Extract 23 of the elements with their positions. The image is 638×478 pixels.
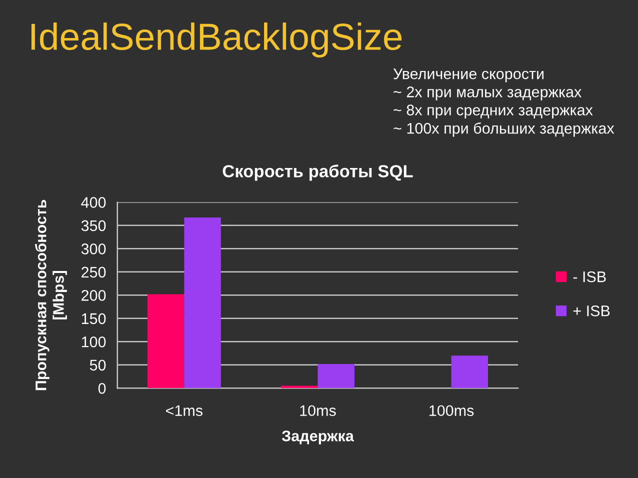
- y-tick-label: 250: [82, 266, 106, 278]
- y-tick-label: 300: [81, 244, 106, 254]
- bar: [451, 356, 488, 388]
- bar: [147, 294, 184, 388]
- x-axis-title: Задержка: [282, 430, 354, 444]
- chart-subtitle: Скорость работы SQL: [222, 164, 413, 181]
- bar: [318, 364, 354, 388]
- x-tick-label: <1ms: [166, 405, 203, 416]
- y-tick-label: 350: [81, 220, 106, 232]
- text: Увеличение скорости ~ 2x при малых задержках ~ 8x при средних задержках ~ 100x при больших задержках: [393, 68, 614, 137]
- x-tick-label: 100ms: [430, 405, 474, 416]
- y-tick-label: 400: [81, 197, 106, 208]
- legend-label: + ISB: [573, 306, 610, 316]
- y-tick-label: 0: [98, 383, 106, 394]
- y-tick-label: 200: [82, 290, 106, 301]
- x-tick-label: 10ms: [300, 405, 336, 416]
- y-tick-label: 100: [82, 336, 106, 348]
- legend-label: - ISB: [573, 271, 606, 282]
- y-tick-label: 150: [82, 313, 106, 324]
- bar: [184, 218, 221, 388]
- chart-title: IdealSendBacklogSize: [31, 22, 402, 58]
- y-tick-label: 50: [90, 360, 106, 371]
- y-axis-title: Пропускная способность [Mbps]: [34, 200, 67, 390]
